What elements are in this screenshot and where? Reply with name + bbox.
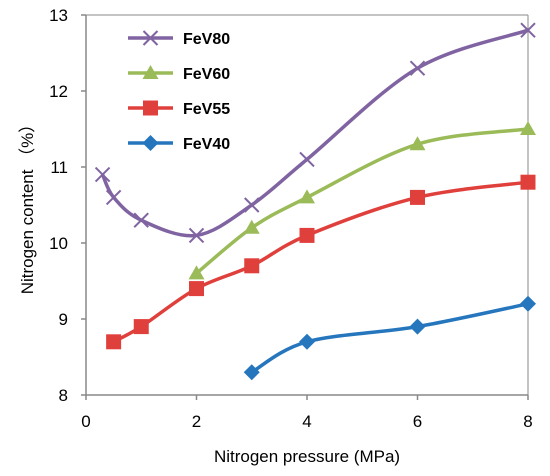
- data-point-fev40: [409, 318, 426, 335]
- y-axis-title: Nitrogen content （%）: [18, 116, 37, 295]
- series-line-fev40: [250, 302, 529, 374]
- x-tick-label: 8: [523, 412, 532, 431]
- data-point-fev55: [520, 174, 536, 190]
- y-tick-label: 12: [49, 82, 68, 101]
- data-point-fev60: [520, 121, 536, 135]
- legend-label-fev40: FeV40: [183, 136, 230, 153]
- series-fev40: [243, 295, 536, 381]
- legend-label-fev80: FeV80: [183, 31, 230, 48]
- x-tick-label: 6: [413, 412, 422, 431]
- legend-marker-fev80: [142, 30, 159, 46]
- legend-marker-fev60: [142, 65, 159, 79]
- y-tick-label: 8: [59, 386, 68, 405]
- legend-item-fev80: FeV80: [128, 30, 230, 48]
- series-line-fev80: [100, 28, 529, 238]
- series-fev55: [106, 174, 536, 350]
- data-point-fev55: [133, 319, 149, 335]
- legend-marker-fev55: [143, 100, 158, 116]
- x-ticks: 0 2 4 6 8: [81, 395, 533, 431]
- y-tick-label: 11: [50, 158, 68, 177]
- data-point-fev80: [94, 166, 111, 183]
- data-point-fev80: [244, 197, 260, 213]
- y-ticks: 8 9 10 11 12 13: [49, 6, 86, 405]
- data-point-fev80: [105, 189, 122, 206]
- series-fev80: [94, 22, 536, 244]
- legend-item-fev55: FeV55: [128, 100, 230, 118]
- series-fev60: [188, 121, 536, 280]
- data-point-fev60: [188, 265, 205, 280]
- data-point-fev55: [106, 334, 122, 350]
- data-point-fev55: [244, 258, 260, 274]
- data-point-fev40: [243, 364, 260, 381]
- legend-label-fev60: FeV60: [183, 66, 230, 83]
- data-point-fev60: [409, 136, 426, 151]
- data-point-fev40: [299, 333, 315, 350]
- x-tick-label: 4: [302, 412, 311, 431]
- data-point-fev55: [299, 227, 315, 243]
- data-point-fev60: [299, 189, 315, 204]
- y-tick-label: 10: [49, 234, 68, 253]
- legend-item-fev60: FeV60: [128, 65, 230, 83]
- data-point-fev80: [299, 151, 315, 168]
- legend-label-fev55: FeV55: [183, 101, 230, 118]
- data-point-fev80: [188, 227, 205, 244]
- legend-item-fev40: FeV40: [128, 135, 230, 153]
- data-point-fev60: [243, 219, 260, 234]
- data-point-fev40: [520, 295, 536, 312]
- y-tick-label: 13: [49, 6, 68, 25]
- x-tick-label: 0: [81, 412, 90, 431]
- data-point-fev80: [520, 22, 536, 38]
- data-point-fev80: [133, 212, 149, 228]
- x-axis-title: Nitrogen pressure (MPa): [214, 447, 400, 466]
- series-layer: [94, 22, 536, 381]
- legend-marker-fev40: [142, 135, 159, 151]
- y-tick-label: 9: [59, 310, 68, 329]
- x-tick-label: 2: [192, 412, 201, 431]
- data-point-fev55: [410, 189, 425, 205]
- data-point-fev80: [409, 60, 426, 76]
- legend: FeV80 FeV60 FeV55 FeV40: [128, 30, 230, 153]
- data-point-fev55: [189, 281, 204, 297]
- series-line-fev60: [195, 127, 529, 275]
